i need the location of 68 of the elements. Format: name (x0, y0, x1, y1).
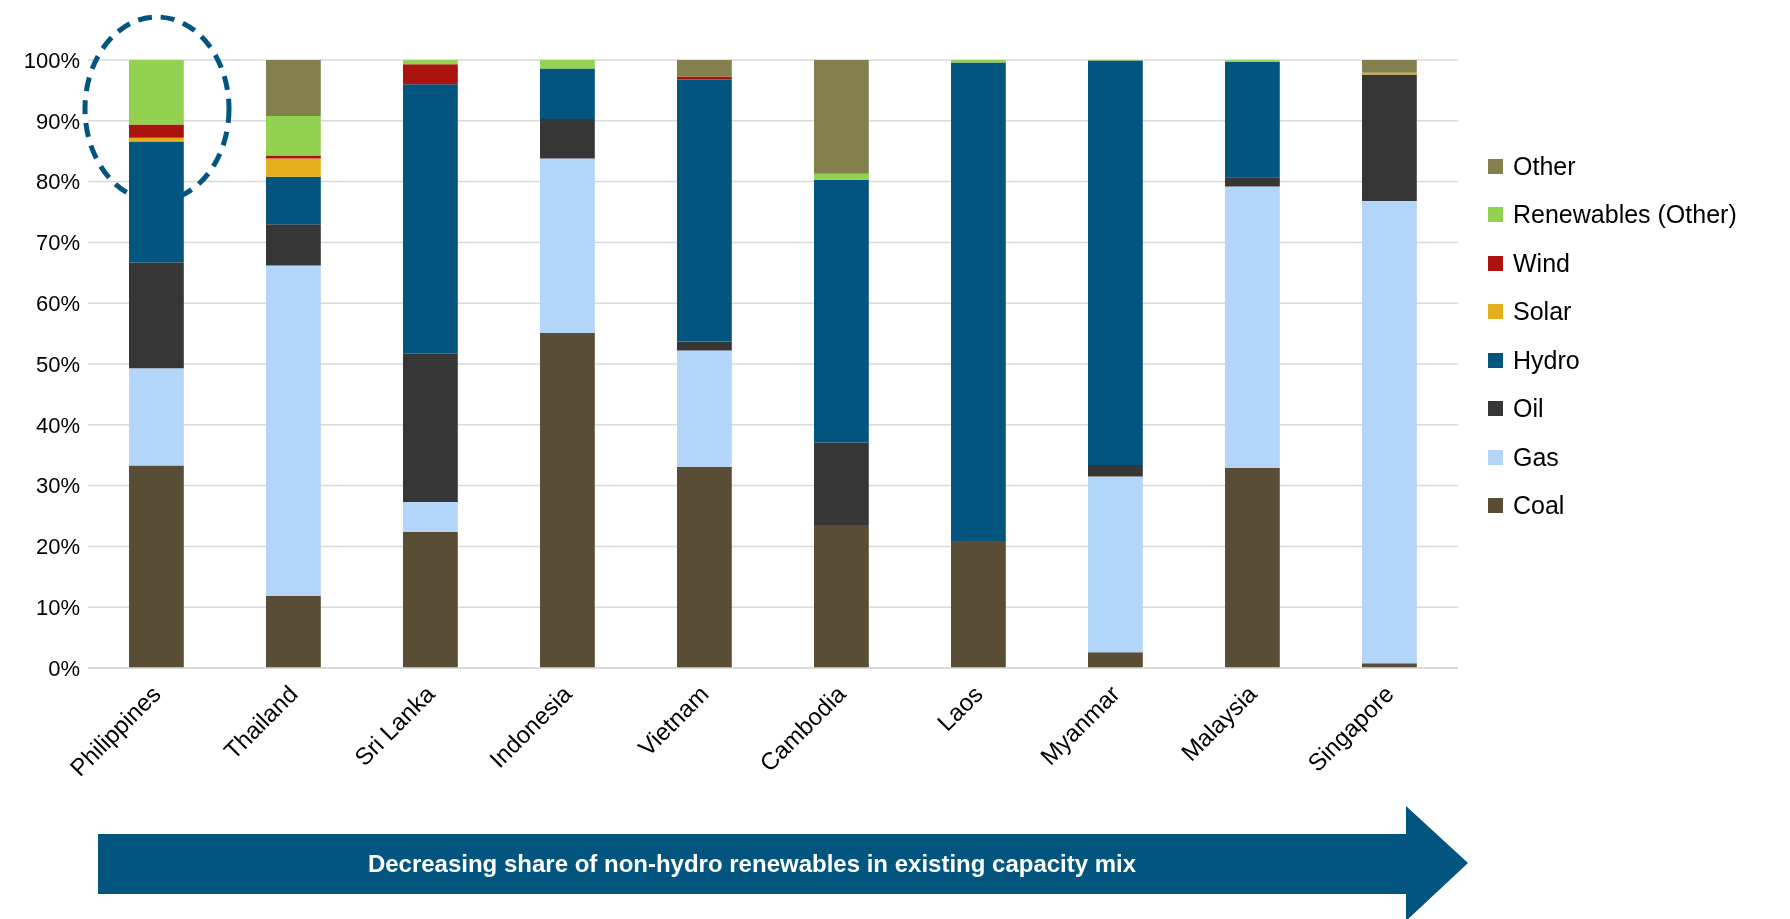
bar (1088, 476, 1143, 653)
y-tick-label: 70% (35, 230, 80, 256)
bar (814, 442, 869, 526)
bar (540, 60, 595, 69)
bar (403, 353, 458, 503)
bar (814, 173, 869, 180)
bar (1225, 467, 1280, 668)
bar (266, 595, 321, 668)
y-tick-label: 60% (35, 291, 80, 317)
bar (1362, 201, 1417, 664)
y-tick-label: 40% (35, 412, 80, 438)
bar (677, 350, 732, 467)
y-tick-label: 0% (48, 655, 80, 681)
legend-label: Gas (1513, 442, 1559, 472)
legend-label: Oil (1513, 394, 1544, 424)
bar (129, 368, 184, 466)
y-tick-label: 90% (35, 108, 80, 134)
legend-label: Other (1513, 151, 1576, 181)
bar (403, 84, 458, 354)
bar (540, 332, 595, 668)
bar (814, 525, 869, 668)
bar (266, 155, 321, 159)
bar (677, 60, 732, 77)
bar (403, 64, 458, 85)
bar (677, 341, 732, 351)
bar (677, 466, 732, 668)
legend-label: Solar (1513, 297, 1572, 327)
bar (677, 79, 732, 342)
bar (266, 60, 321, 116)
bar (266, 265, 321, 596)
bar (129, 124, 184, 138)
y-tick-label: 100% (23, 47, 80, 73)
bar (1362, 60, 1417, 73)
bar (1225, 177, 1280, 187)
legend-label: Coal (1513, 491, 1565, 521)
y-tick-label: 10% (35, 595, 80, 621)
bar (403, 502, 458, 532)
bar (540, 68, 595, 119)
bar (266, 115, 321, 156)
bar (951, 62, 1006, 541)
legend-label: Wind (1513, 248, 1570, 278)
y-tick-label: 30% (35, 473, 80, 499)
bar (951, 540, 1006, 668)
bar (266, 158, 321, 177)
bar (1088, 652, 1143, 668)
bar (540, 158, 595, 333)
y-tick-label: 20% (35, 534, 80, 560)
legend-label: Renewables (Other) (1513, 200, 1737, 230)
bar (129, 465, 184, 668)
bar (814, 179, 869, 443)
bar (1088, 60, 1143, 465)
bar (1088, 464, 1143, 477)
bar (1225, 61, 1280, 178)
y-tick-label: 50% (35, 351, 80, 377)
y-tick-label: 80% (35, 169, 80, 195)
legend-label: Hydro (1513, 345, 1580, 375)
bar (266, 224, 321, 266)
bar (403, 60, 458, 65)
bar (540, 118, 595, 159)
bar (1362, 74, 1417, 202)
text: Decreasing share of non-hydro renewables in existing capacity mix (366, 849, 1138, 879)
bar (129, 262, 184, 369)
bar (403, 531, 458, 668)
bar (677, 76, 732, 80)
bar (266, 176, 321, 225)
bar (129, 60, 184, 125)
bar (814, 60, 869, 174)
bar (1225, 186, 1280, 468)
